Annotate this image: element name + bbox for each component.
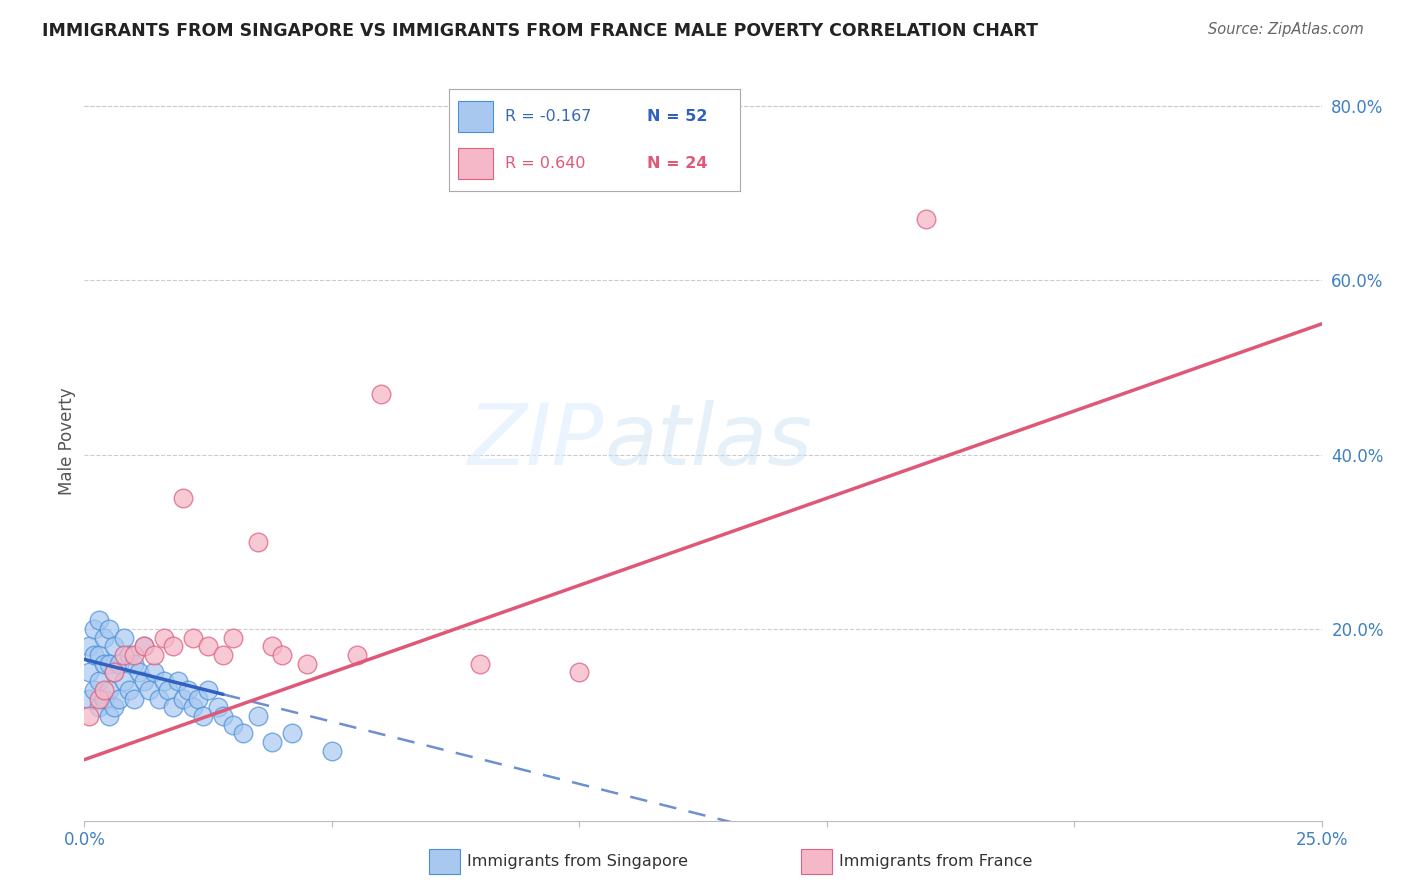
Point bbox=[89, 613, 111, 627]
Point bbox=[162, 640, 184, 654]
Point bbox=[212, 709, 235, 723]
Point bbox=[79, 665, 101, 680]
Point bbox=[181, 700, 204, 714]
Text: Immigrants from Singapore: Immigrants from Singapore bbox=[467, 855, 688, 869]
Point bbox=[103, 640, 125, 654]
Point bbox=[207, 700, 229, 714]
Point bbox=[568, 665, 591, 680]
Point bbox=[122, 648, 145, 662]
Y-axis label: Male Poverty: Male Poverty bbox=[58, 388, 76, 495]
Point bbox=[89, 691, 111, 706]
Point bbox=[108, 657, 131, 671]
Point bbox=[112, 631, 135, 645]
Point bbox=[914, 212, 936, 227]
Point bbox=[281, 726, 304, 740]
Text: Source: ZipAtlas.com: Source: ZipAtlas.com bbox=[1208, 22, 1364, 37]
Point bbox=[191, 709, 214, 723]
Text: Immigrants from France: Immigrants from France bbox=[839, 855, 1033, 869]
Point bbox=[79, 640, 101, 654]
Point bbox=[212, 648, 235, 662]
Point bbox=[262, 640, 284, 654]
Point bbox=[197, 682, 219, 697]
Point bbox=[98, 622, 121, 636]
Point bbox=[79, 691, 101, 706]
Point bbox=[172, 491, 194, 506]
Point bbox=[122, 657, 145, 671]
Point bbox=[93, 657, 115, 671]
Point bbox=[370, 386, 392, 401]
Point bbox=[93, 631, 115, 645]
Point bbox=[83, 682, 105, 697]
Point bbox=[157, 682, 180, 697]
Text: IMMIGRANTS FROM SINGAPORE VS IMMIGRANTS FROM FRANCE MALE POVERTY CORRELATION CHA: IMMIGRANTS FROM SINGAPORE VS IMMIGRANTS … bbox=[42, 22, 1038, 40]
Point bbox=[79, 709, 101, 723]
Point bbox=[108, 691, 131, 706]
Point bbox=[132, 640, 155, 654]
Point bbox=[103, 665, 125, 680]
Point bbox=[89, 674, 111, 689]
Point bbox=[138, 682, 160, 697]
Point bbox=[93, 691, 115, 706]
Point bbox=[89, 648, 111, 662]
Point bbox=[346, 648, 368, 662]
Point bbox=[128, 665, 150, 680]
Point bbox=[98, 657, 121, 671]
Point bbox=[83, 622, 105, 636]
Point bbox=[152, 631, 174, 645]
Point bbox=[142, 648, 165, 662]
Point bbox=[167, 674, 190, 689]
Point bbox=[89, 700, 111, 714]
Text: ZIP: ZIP bbox=[468, 400, 605, 483]
Point bbox=[222, 718, 245, 732]
Point bbox=[122, 691, 145, 706]
Point bbox=[246, 534, 269, 549]
Point bbox=[152, 674, 174, 689]
Point bbox=[118, 682, 141, 697]
Point bbox=[262, 735, 284, 749]
Point bbox=[181, 631, 204, 645]
Point bbox=[246, 709, 269, 723]
Point bbox=[172, 691, 194, 706]
Point bbox=[222, 631, 245, 645]
Point bbox=[132, 674, 155, 689]
Point bbox=[103, 665, 125, 680]
Point bbox=[162, 700, 184, 714]
Point bbox=[98, 682, 121, 697]
Point bbox=[470, 657, 492, 671]
Point bbox=[187, 691, 209, 706]
Point bbox=[177, 682, 200, 697]
Point bbox=[197, 640, 219, 654]
Point bbox=[83, 648, 105, 662]
Point bbox=[112, 674, 135, 689]
Point bbox=[98, 709, 121, 723]
Point bbox=[295, 657, 318, 671]
Point bbox=[93, 682, 115, 697]
Point bbox=[321, 744, 343, 758]
Point bbox=[232, 726, 254, 740]
Text: atlas: atlas bbox=[605, 400, 813, 483]
Point bbox=[103, 700, 125, 714]
Point bbox=[271, 648, 294, 662]
Point bbox=[112, 648, 135, 662]
Point bbox=[142, 665, 165, 680]
Point bbox=[118, 648, 141, 662]
Point bbox=[132, 640, 155, 654]
Point bbox=[148, 691, 170, 706]
